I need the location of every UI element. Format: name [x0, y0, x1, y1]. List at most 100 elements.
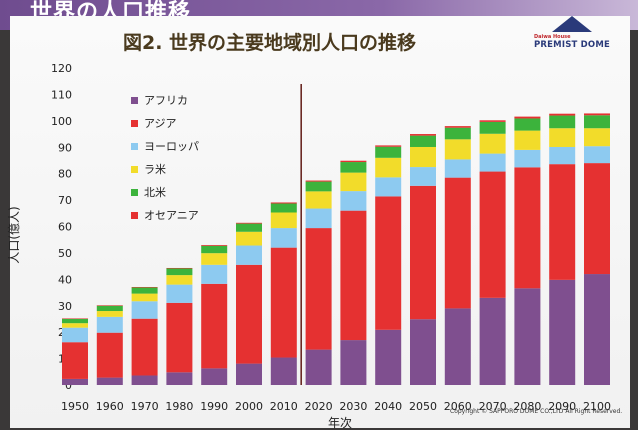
legend-label: ラ米 — [144, 163, 166, 176]
legend-label: 北米 — [144, 186, 166, 199]
bar-segment — [270, 228, 297, 248]
bar-segment — [584, 274, 610, 385]
bar-stack — [375, 145, 402, 385]
bar-segment — [305, 180, 332, 182]
bar-segment — [270, 357, 297, 385]
bar-segment — [549, 128, 576, 147]
y-tick-label: 30 — [58, 300, 72, 313]
bar-segment — [270, 203, 297, 213]
bar-segment — [340, 162, 367, 173]
bar-segment — [375, 329, 402, 385]
legend-swatch — [131, 166, 138, 173]
bar-segment — [514, 118, 541, 131]
bar-segment — [131, 375, 158, 385]
premist-dome-logo: Daiwa House PREMIST DOME — [528, 16, 620, 50]
y-tick-label: 50 — [58, 247, 72, 260]
bar-segment — [514, 149, 541, 168]
y-tick-label: 90 — [58, 141, 72, 154]
legend-swatch — [131, 120, 138, 127]
bar-segment — [166, 275, 193, 285]
bar-stack — [514, 116, 541, 385]
legend-swatch — [131, 143, 138, 150]
bar-segment — [236, 363, 262, 385]
bar-segment — [584, 113, 610, 116]
bar-segment — [131, 286, 158, 288]
copyright-text: Copyright © SAPPORO DOME CO.,LTD All Rig… — [450, 408, 623, 415]
bar-segment — [375, 177, 402, 197]
bar-segment — [514, 116, 541, 119]
x-tick-label: 1970 — [131, 400, 159, 413]
bar-segment — [410, 134, 436, 136]
x-tick-label: 2090 — [548, 400, 576, 413]
bar-stack — [201, 244, 228, 385]
y-tick-label: 120 — [51, 62, 72, 75]
bar-segment — [62, 318, 88, 319]
x-tick-label: 2020 — [305, 400, 333, 413]
x-tick-label: 2100 — [583, 400, 611, 413]
x-tick-label: 2040 — [374, 400, 402, 413]
bar-segment — [514, 288, 541, 385]
x-tick-label: 1960 — [96, 400, 124, 413]
bar-segment — [96, 332, 123, 378]
bar-segment — [410, 167, 436, 186]
bar-segment — [201, 264, 228, 284]
bar-stack — [131, 286, 158, 385]
bar-stack — [236, 222, 262, 385]
bar-segment — [305, 349, 332, 385]
bar-segment — [201, 244, 228, 246]
bar-segment — [270, 202, 297, 204]
bar-segment — [444, 127, 471, 140]
bar-segment — [584, 115, 610, 129]
bar-stack — [340, 160, 367, 385]
bar-segment — [479, 171, 506, 298]
bar-segment — [166, 268, 193, 276]
x-tick-label: 2010 — [270, 400, 298, 413]
bar-segment — [479, 297, 506, 385]
bar-segment — [131, 287, 158, 294]
bar-segment — [549, 164, 576, 280]
bars — [62, 113, 610, 385]
y-tick-label: 110 — [51, 88, 72, 101]
bar-segment — [305, 191, 332, 209]
x-tick-label: 1980 — [165, 400, 193, 413]
bar-segment — [514, 167, 541, 289]
logo-sponsor: Daiwa House — [534, 34, 571, 40]
bar-segment — [479, 133, 506, 154]
bar-segment — [305, 228, 332, 350]
bar-segment — [96, 311, 123, 317]
bar-segment — [410, 146, 436, 168]
x-tick-label: 2000 — [235, 400, 263, 413]
bar-segment — [340, 340, 367, 385]
legend-swatch — [131, 189, 138, 196]
legend-label: アフリカ — [144, 94, 188, 107]
bar-segment — [62, 318, 88, 324]
bar-segment — [549, 115, 576, 129]
bar-segment — [479, 120, 506, 122]
y-tick-label: 40 — [58, 273, 72, 286]
bar-segment — [514, 130, 541, 150]
bar-segment — [375, 145, 402, 147]
bar-segment — [62, 342, 88, 379]
bar-segment — [410, 319, 436, 385]
x-tick-label: 2060 — [444, 400, 472, 413]
bar-segment — [584, 128, 610, 147]
bar-segment — [236, 264, 262, 364]
chart-title: 図2. 世界の主要地域別人口の推移 — [123, 32, 417, 54]
bar-segment — [236, 222, 262, 224]
bar-segment — [584, 163, 610, 275]
x-axis-label: 年次 — [328, 416, 352, 430]
bar-segment — [236, 231, 262, 246]
bar-segment — [62, 378, 88, 385]
bar-segment — [166, 302, 193, 373]
bar-segment — [96, 305, 123, 312]
bar-segment — [96, 305, 123, 306]
bar-segment — [62, 327, 88, 343]
bar-segment — [166, 284, 193, 303]
bar-segment — [201, 283, 228, 369]
bar-segment — [270, 247, 297, 358]
bar-segment — [96, 316, 123, 333]
bar-segment — [131, 318, 158, 376]
bar-segment — [166, 372, 193, 385]
